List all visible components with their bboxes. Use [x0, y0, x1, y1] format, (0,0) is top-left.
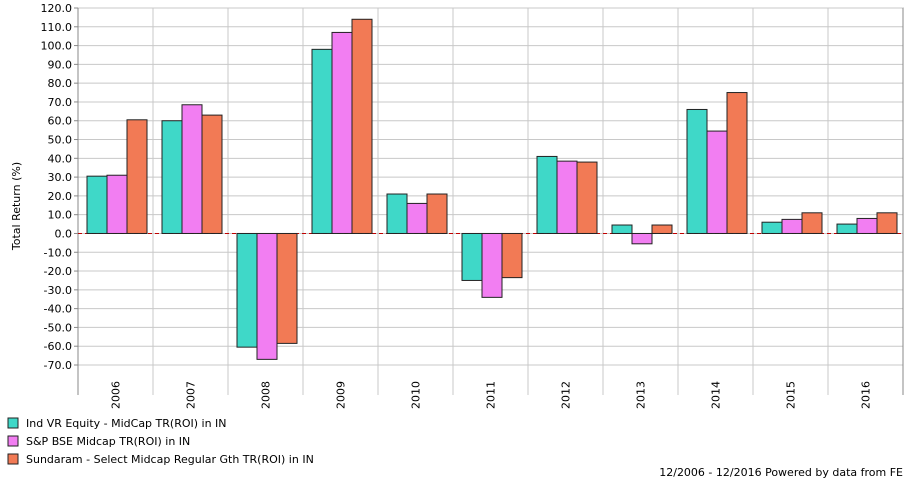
- y-tick-label: 60.0: [48, 115, 73, 128]
- y-tick-label: 50.0: [48, 134, 73, 147]
- bar: [86, 175, 108, 234]
- bar: [406, 202, 428, 234]
- footer: 12/2006 - 12/2016 Powered by data from F…: [659, 466, 903, 479]
- bar: [351, 18, 373, 234]
- bar: [536, 155, 558, 234]
- y-tick-label: 10.0: [48, 209, 73, 222]
- y-tick-label: -30.0: [44, 284, 72, 297]
- bar: [631, 232, 653, 245]
- bar: [876, 212, 898, 234]
- bar: [836, 223, 858, 234]
- bar: [181, 104, 203, 234]
- x-tick-label: 2008: [260, 381, 273, 409]
- bar: [331, 31, 353, 234]
- y-axis-label: Total Return (%): [10, 162, 23, 251]
- bar: [386, 193, 408, 234]
- bar: [686, 108, 708, 234]
- bar: [761, 221, 783, 234]
- y-tick-label: 0.0: [55, 227, 73, 240]
- bar: [126, 119, 148, 234]
- y-tick-label: 40.0: [48, 152, 73, 165]
- bar: [276, 232, 298, 344]
- y-tick-label: 90.0: [48, 58, 73, 71]
- x-tick-label: 2006: [110, 381, 123, 409]
- y-tick-label: 120.0: [41, 2, 73, 15]
- bar: [481, 232, 503, 298]
- bar: [311, 48, 333, 234]
- legend-label: Sundaram - Select Midcap Regular Gth TR(…: [26, 453, 314, 466]
- y-tick-label: 20.0: [48, 190, 73, 203]
- bar: [426, 193, 448, 234]
- bar: [801, 212, 823, 234]
- bar: [501, 232, 523, 279]
- x-tick-label: 2015: [785, 381, 798, 409]
- y-tick-label: 110.0: [41, 21, 73, 34]
- x-tick-label: 2014: [710, 381, 723, 409]
- legend-swatch: [7, 417, 19, 429]
- y-tick-label: 70.0: [48, 96, 73, 109]
- y-tick-label: -40.0: [44, 303, 72, 316]
- bar: [706, 130, 728, 234]
- bar: [236, 232, 258, 348]
- bar: [726, 92, 748, 234]
- x-tick-label: 2011: [485, 381, 498, 409]
- legend-swatch: [7, 435, 19, 447]
- bar: [781, 218, 803, 234]
- bar: [576, 161, 598, 234]
- x-tick-label: 2016: [860, 381, 873, 409]
- y-tick-label: -50.0: [44, 321, 72, 334]
- x-tick-label: 2012: [560, 381, 573, 409]
- bar: [106, 174, 128, 234]
- bar: [161, 120, 183, 234]
- bar: [201, 114, 223, 234]
- bar: [651, 224, 673, 234]
- bar: [856, 217, 878, 234]
- y-tick-label: -70.0: [44, 359, 72, 372]
- y-tick-label: -10.0: [44, 246, 72, 259]
- y-tick-label: -60.0: [44, 340, 72, 353]
- legend-label: Ind VR Equity - MidCap TR(ROI) in IN: [26, 417, 227, 430]
- bar: [611, 224, 633, 234]
- y-tick-label: 80.0: [48, 77, 73, 90]
- y-tick-label: 100.0: [41, 40, 73, 53]
- x-tick-label: 2010: [410, 381, 423, 409]
- bar: [556, 160, 578, 234]
- x-tick-label: 2007: [185, 381, 198, 409]
- x-tick-label: 2013: [635, 381, 648, 409]
- legend-swatch: [7, 453, 19, 465]
- legend-label: S&P BSE Midcap TR(ROI) in IN: [26, 435, 190, 448]
- bar: [256, 232, 278, 360]
- y-tick-label: 30.0: [48, 171, 73, 184]
- x-tick-label: 2009: [335, 381, 348, 409]
- y-tick-label: -20.0: [44, 265, 72, 278]
- bar: [461, 232, 483, 281]
